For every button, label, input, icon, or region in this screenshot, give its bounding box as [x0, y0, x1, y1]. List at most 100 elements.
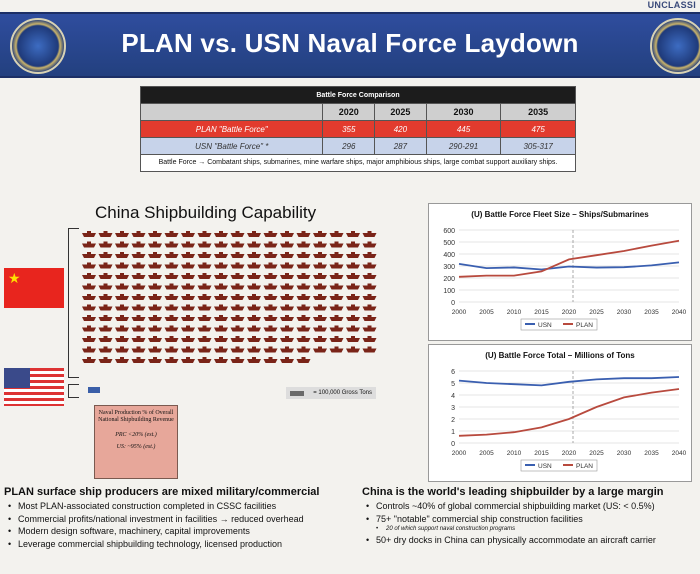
us-ship-icon [88, 387, 100, 393]
ship-icon [264, 305, 278, 311]
table-header: Battle Force Comparison [141, 87, 576, 104]
ship-icon [330, 294, 344, 300]
ship-icon [214, 305, 228, 311]
ship-icon [247, 263, 261, 269]
year-header: 2035 [501, 104, 576, 121]
ship-icon [313, 284, 327, 290]
ship-icon [247, 315, 261, 321]
ship-icon [346, 252, 360, 258]
list-item: Leverage commercial shipbuilding technol… [18, 538, 358, 551]
x-tick-label: 2020 [562, 309, 577, 316]
x-tick-label: 2025 [589, 450, 604, 457]
ship-icon [214, 284, 228, 290]
y-tick-label: 300 [443, 264, 455, 271]
ship-icon [297, 242, 311, 248]
x-tick-label: 2010 [507, 450, 522, 457]
ship-icon [148, 347, 162, 353]
ship-icon [99, 284, 113, 290]
x-tick-label: 2015 [534, 450, 549, 457]
ship-icon [363, 263, 377, 269]
table-cell: 475 [501, 121, 576, 138]
ship-icon [313, 231, 327, 237]
ship-icon [115, 347, 129, 353]
us-bracket [68, 384, 79, 398]
ship-icon [214, 357, 228, 363]
china-ship-grid [82, 228, 382, 376]
ship-icon [115, 263, 129, 269]
ship-icon [231, 252, 245, 258]
ship-icon [165, 305, 179, 311]
ship-icon [297, 273, 311, 279]
ship-icon [115, 242, 129, 248]
ship-icon [346, 294, 360, 300]
ship-icon [148, 231, 162, 237]
ship-icon [247, 242, 261, 248]
ship-icon [297, 347, 311, 353]
classification-marking: UNCLASSI [648, 0, 696, 10]
table-cell: 290-291 [426, 138, 501, 155]
ship-icon [181, 315, 195, 321]
ship-icon [290, 391, 304, 396]
ship-icon [181, 263, 195, 269]
table-cell: 305-317 [501, 138, 576, 155]
ship-icon [346, 305, 360, 311]
ship-icon [82, 273, 96, 279]
ship-icon [231, 336, 245, 342]
x-tick-label: 2030 [617, 309, 632, 316]
ship-icon [363, 347, 377, 353]
ship-icon [99, 263, 113, 269]
row-label-usn: USN "Battle Force" * [141, 138, 323, 155]
ship-icon [181, 242, 195, 248]
x-tick-label: 2000 [452, 450, 467, 457]
ship-icon [280, 336, 294, 342]
ship-icon [181, 252, 195, 258]
year-header: 2020 [323, 104, 375, 121]
ship-icon [231, 305, 245, 311]
right-bullets: Controls ~40% of global commercial shipb… [362, 500, 700, 547]
x-tick-label: 2005 [479, 450, 494, 457]
ship-icon [330, 347, 344, 353]
ship-icon [297, 326, 311, 332]
ship-icon [247, 305, 261, 311]
ship-icon [181, 305, 195, 311]
ship-icon [115, 231, 129, 237]
y-tick-label: 0 [451, 300, 455, 307]
ship-icon [115, 326, 129, 332]
legend-label: PLAN [576, 322, 593, 329]
x-tick-label: 2020 [562, 450, 577, 457]
ship-icon [165, 242, 179, 248]
ship-icon [363, 231, 377, 237]
ship-icon [99, 315, 113, 321]
ship-icon [313, 263, 327, 269]
y-tick-label: 5 [451, 381, 455, 388]
ship-icon [99, 252, 113, 258]
ship-icon [198, 242, 212, 248]
ship-icon [132, 326, 146, 332]
china-flag-icon: ★ [4, 268, 64, 308]
ship-icon [330, 273, 344, 279]
left-heading: PLAN surface ship producers are mixed mi… [4, 486, 319, 498]
chart-svg: 6543210200020052010201520202025203020352… [429, 345, 691, 481]
ship-icon [280, 294, 294, 300]
table-cell: 445 [426, 121, 501, 138]
production-prc: PRC <20% (est.) [95, 432, 177, 438]
ship-icon [330, 336, 344, 342]
ship-icon [214, 336, 228, 342]
ship-icon [165, 231, 179, 237]
ship-icon [82, 294, 96, 300]
ship-icon [280, 273, 294, 279]
ship-icon [330, 315, 344, 321]
ship-icon [231, 294, 245, 300]
ship-icon [313, 273, 327, 279]
ship-icon [346, 347, 360, 353]
ship-grid-svg [82, 228, 382, 376]
ship-icon [181, 273, 195, 279]
x-tick-label: 2040 [672, 309, 687, 316]
ship-icon [132, 315, 146, 321]
battle-force-table: Battle Force Comparison 2020 2025 2030 2… [140, 86, 576, 172]
ship-icon [363, 336, 377, 342]
ship-icon [198, 347, 212, 353]
ship-icon [330, 231, 344, 237]
y-tick-label: 4 [451, 393, 455, 400]
ship-icon [264, 252, 278, 258]
